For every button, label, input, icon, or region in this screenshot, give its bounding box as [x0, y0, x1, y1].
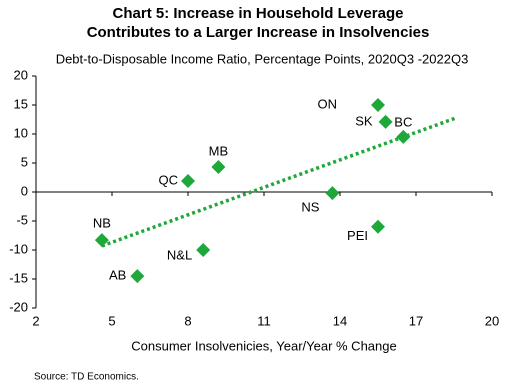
point-label: QC [159, 172, 179, 187]
x-tick-label: 5 [108, 313, 115, 328]
x-tick-label: 14 [333, 313, 347, 328]
point [211, 160, 226, 175]
chart-title: Contributes to a Larger Increase in Inso… [87, 24, 430, 41]
point-label: AB [109, 268, 126, 283]
y-tick-label: 0 [21, 183, 28, 198]
y-tick-label: 15 [14, 96, 28, 111]
point [130, 269, 145, 284]
source: Source: TD Economics. [34, 372, 139, 383]
point-label: BC [394, 114, 412, 129]
point [396, 129, 411, 144]
x-tick-label: 8 [184, 313, 191, 328]
x-tick-label: 17 [409, 313, 423, 328]
y-tick-label: -5 [16, 212, 28, 227]
point [371, 219, 385, 234]
point [378, 114, 393, 129]
point-label: NB [93, 216, 111, 231]
y-tick-label: -20 [9, 299, 28, 314]
x-axis-label: Consumer Insolvenicies, Year/Year % Chan… [131, 338, 396, 353]
point [325, 186, 340, 201]
point [196, 243, 211, 257]
y-tick-label: -10 [9, 241, 28, 256]
point [371, 98, 385, 112]
point-label: NS [301, 200, 319, 215]
y-tick-label: 20 [14, 67, 28, 82]
point-label: ON [318, 96, 338, 111]
x-tick-label: 2 [32, 313, 39, 328]
y-tick-label: 10 [14, 125, 28, 140]
y-tick-label: 5 [21, 154, 28, 169]
y-tick-label: -15 [9, 270, 28, 285]
point-label: SK [355, 113, 373, 128]
x-tick-label: 11 [257, 313, 271, 328]
point [94, 233, 109, 248]
point-label: N&L [167, 247, 192, 262]
chart-title: Chart 5: Increase in Household Leverage [113, 5, 404, 22]
point-label: PEI [347, 228, 368, 243]
point-label: MB [209, 143, 229, 158]
trendline [101, 116, 458, 248]
chart-subtitle: Debt-to-Disposable Income Ratio, Percent… [56, 51, 469, 66]
x-tick-label: 20 [485, 313, 499, 328]
point [181, 173, 195, 188]
